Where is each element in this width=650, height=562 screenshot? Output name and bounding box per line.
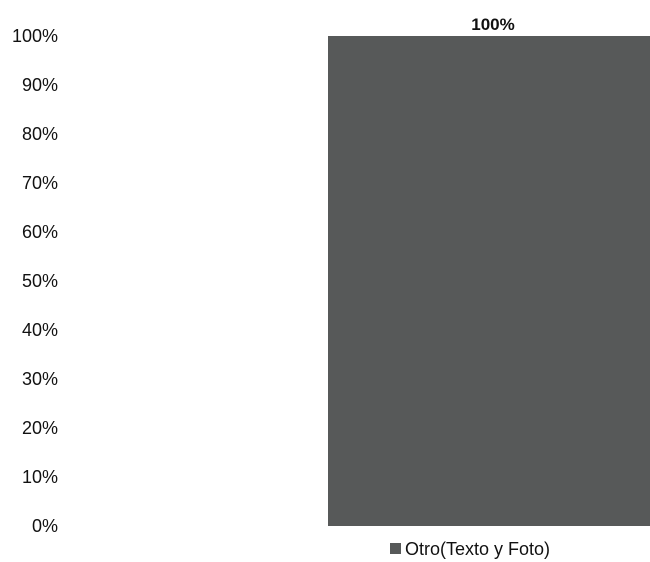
y-tick-label: 70%	[22, 173, 58, 193]
y-tick-label: 0%	[32, 516, 58, 536]
y-tick-label: 40%	[22, 320, 58, 340]
legend-swatch	[390, 543, 401, 554]
y-tick-label: 30%	[22, 369, 58, 389]
legend: Otro(Texto y Foto)	[390, 539, 550, 559]
y-tick-label: 60%	[22, 222, 58, 242]
y-tick-label: 10%	[22, 467, 58, 487]
y-tick-label: 90%	[22, 75, 58, 95]
plot-area: 100%	[328, 15, 650, 526]
y-tick-label: 80%	[22, 124, 58, 144]
bar	[328, 36, 650, 526]
y-axis: 0% 10% 20% 30% 40% 50% 60% 70% 80% 90% 100%	[12, 26, 58, 536]
y-tick-label: 50%	[22, 271, 58, 291]
data-label: 100%	[471, 15, 514, 34]
y-tick-label: 100%	[12, 26, 58, 46]
legend-label: Otro(Texto y Foto)	[405, 539, 550, 559]
y-tick-label: 20%	[22, 418, 58, 438]
